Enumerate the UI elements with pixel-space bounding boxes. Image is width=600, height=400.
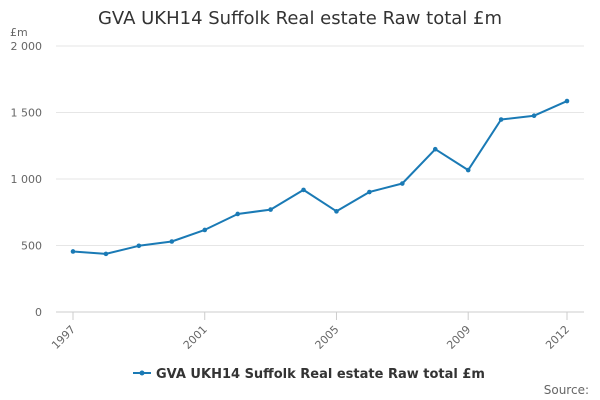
data-point — [432, 146, 438, 152]
data-point — [103, 251, 109, 257]
data-point — [564, 98, 570, 104]
y-tick-label: 500 — [21, 240, 42, 253]
series-layer — [70, 98, 570, 257]
source-label: Source: — [544, 383, 589, 397]
chart-title: GVA UKH14 Suffolk Real estate Raw total … — [97, 8, 503, 29]
data-point — [498, 117, 504, 122]
y-tick-label: 1 500 — [11, 107, 43, 120]
x-tick-label: 2009 — [444, 323, 473, 352]
legend-label: GVA UKH14 Suffolk Real estate Raw total … — [156, 367, 485, 382]
x-tick-label: 2012 — [543, 323, 572, 352]
x-tick-label: 2001 — [181, 323, 210, 352]
y-tick-label: 2 000 — [11, 40, 43, 53]
data-point — [136, 243, 142, 249]
legend-point-marker — [139, 370, 145, 376]
data-point — [301, 187, 306, 193]
data-point — [70, 249, 76, 254]
data-point — [367, 189, 372, 195]
series-line — [72, 100, 568, 255]
data-point — [465, 167, 471, 173]
y-tick-label: 1 000 — [11, 173, 43, 186]
grid-lines — [56, 45, 584, 246]
legend[interactable]: GVA UKH14 Suffolk Real estate Raw total … — [133, 367, 485, 382]
data-point — [400, 181, 405, 186]
data-point — [334, 209, 339, 214]
x-tick-label: 1997 — [49, 323, 78, 352]
data-point — [268, 207, 273, 212]
data-point — [169, 239, 175, 244]
x-axis-ticks: 1997 2001 2005 2009 2012 — [49, 312, 572, 352]
data-point — [235, 211, 240, 217]
data-point — [531, 113, 537, 118]
y-axis-ticks: 0 500 1 000 1 500 2 000 — [11, 40, 43, 319]
x-tick-label: 2005 — [313, 323, 342, 352]
data-point — [202, 227, 208, 233]
y-tick-label: 0 — [35, 306, 42, 319]
y-axis-label: £m — [10, 26, 28, 39]
